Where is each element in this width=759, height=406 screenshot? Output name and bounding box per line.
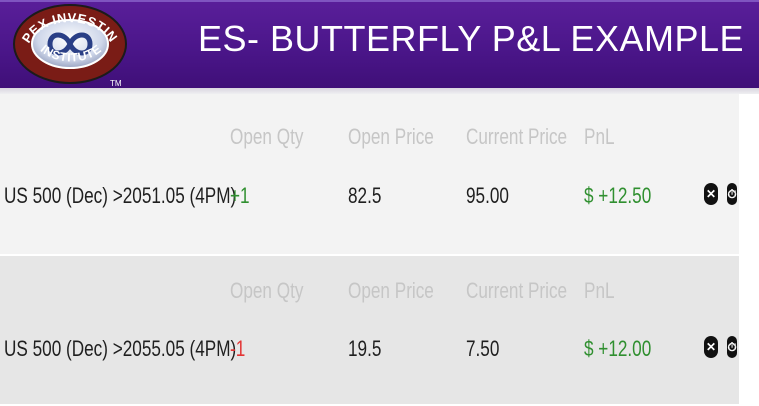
column-header-pnl: PnL (584, 278, 615, 303)
svg-text:INSTITUTE: INSTITUTE (38, 42, 104, 65)
open-price-value: 82.5 (348, 183, 382, 208)
clock-icon[interactable]: ⏱ (727, 183, 737, 205)
position-row: Open Qty Open Price Current Price PnL US… (0, 94, 739, 254)
column-header-pnl: PnL (584, 124, 615, 149)
pnl-value: $ +12.50 (584, 183, 652, 208)
header-divider (0, 88, 759, 94)
close-position-icon[interactable]: ✕ (704, 336, 718, 358)
logo-bottom-text: INSTITUTE (38, 42, 104, 65)
open-qty-value: -1 (230, 336, 246, 361)
column-header-open-qty: Open Qty (230, 278, 304, 303)
page-title: ES- BUTTERFLY P&L EXAMPLE (198, 18, 744, 59)
column-header-current-price: Current Price (466, 124, 568, 149)
apex-logo: APEX INVESTING INSTITUTE TM (10, 2, 127, 88)
position-row: Open Qty Open Price Current Price PnL US… (0, 256, 739, 404)
current-price-value: 95.00 (466, 183, 509, 208)
right-margin (739, 94, 759, 406)
column-header-current-price: Current Price (466, 278, 568, 303)
column-header-open-price: Open Price (348, 278, 434, 303)
current-price-value: 7.50 (466, 336, 500, 361)
instrument-name: US 500 (Dec) >2051.05 (4PM) (4, 183, 237, 208)
logo-trademark: TM (110, 79, 122, 88)
pnl-value: $ +12.00 (584, 336, 652, 361)
instrument-name: US 500 (Dec) >2055.05 (4PM) (4, 336, 237, 361)
open-qty-value: +1 (230, 183, 250, 208)
column-header-open-qty: Open Qty (230, 124, 304, 149)
close-position-icon[interactable]: ✕ (704, 183, 718, 205)
open-price-value: 19.5 (348, 336, 382, 361)
column-header-open-price: Open Price (348, 124, 434, 149)
clock-icon[interactable]: ⏱ (727, 336, 737, 358)
